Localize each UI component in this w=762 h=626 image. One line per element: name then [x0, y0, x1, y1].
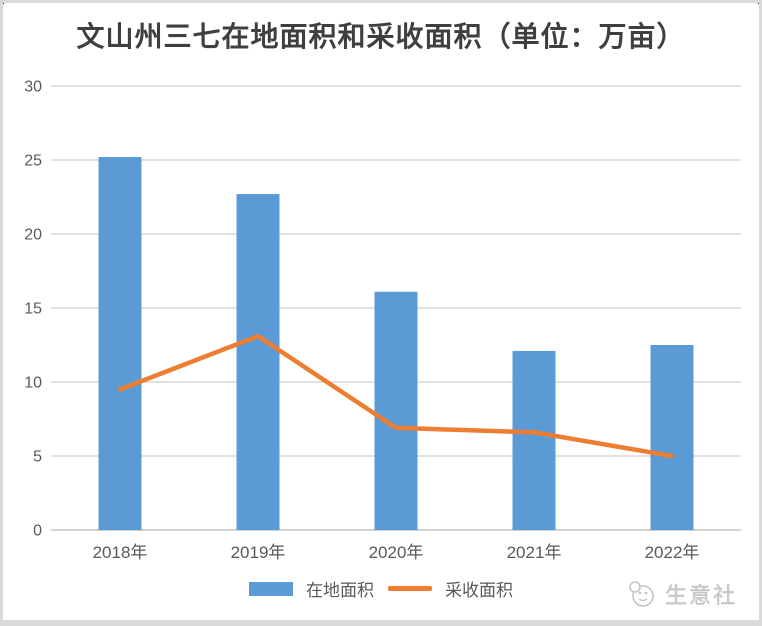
y-axis-tick-label: 25	[24, 153, 42, 170]
x-axis-category-label: 2022年	[645, 543, 700, 562]
x-axis-category-label: 2020年	[369, 543, 424, 562]
y-axis-tick-label: 30	[24, 79, 42, 96]
window-corner-artifact	[3, 3, 4, 4]
line-series	[117, 333, 675, 459]
y-axis-tick-label: 0	[33, 523, 42, 540]
legend-line-swatch-icon	[388, 586, 432, 591]
sys-logo-icon	[627, 579, 657, 609]
y-axis-tick-label: 20	[24, 227, 42, 244]
window-corner-artifact	[756, 622, 760, 626]
legend-bar-swatch-icon	[249, 581, 293, 596]
x-axis-category-label: 2018年	[93, 543, 148, 562]
bar	[512, 350, 556, 530]
bar	[374, 291, 418, 530]
chart-title: 文山州三七在地面积和采收面积（单位：万亩）	[76, 21, 686, 52]
bar	[650, 345, 694, 530]
y-axis-tick-label: 10	[24, 375, 42, 392]
window-corner-artifact	[758, 3, 759, 4]
bar	[236, 194, 280, 531]
y-axis-tick-label: 5	[33, 449, 42, 466]
y-axis-tick-label: 15	[24, 301, 42, 318]
chart-legend: 在地面积 采收面积	[3, 576, 759, 601]
x-axis-category-label: 2019年	[231, 543, 286, 562]
legend-label-line-series: 采收面积	[445, 581, 513, 600]
watermark-text: 生意社	[664, 583, 737, 609]
chart-plot-area: 0 5 10 15 20 25 30 2018年 2019年 2020年 2021年 2022年	[24, 79, 741, 562]
x-axis-category-label: 2021年	[507, 543, 562, 562]
bar	[98, 157, 142, 531]
watermark: 生意社	[627, 578, 737, 610]
legend-label-bar-series: 在地面积	[306, 581, 374, 600]
